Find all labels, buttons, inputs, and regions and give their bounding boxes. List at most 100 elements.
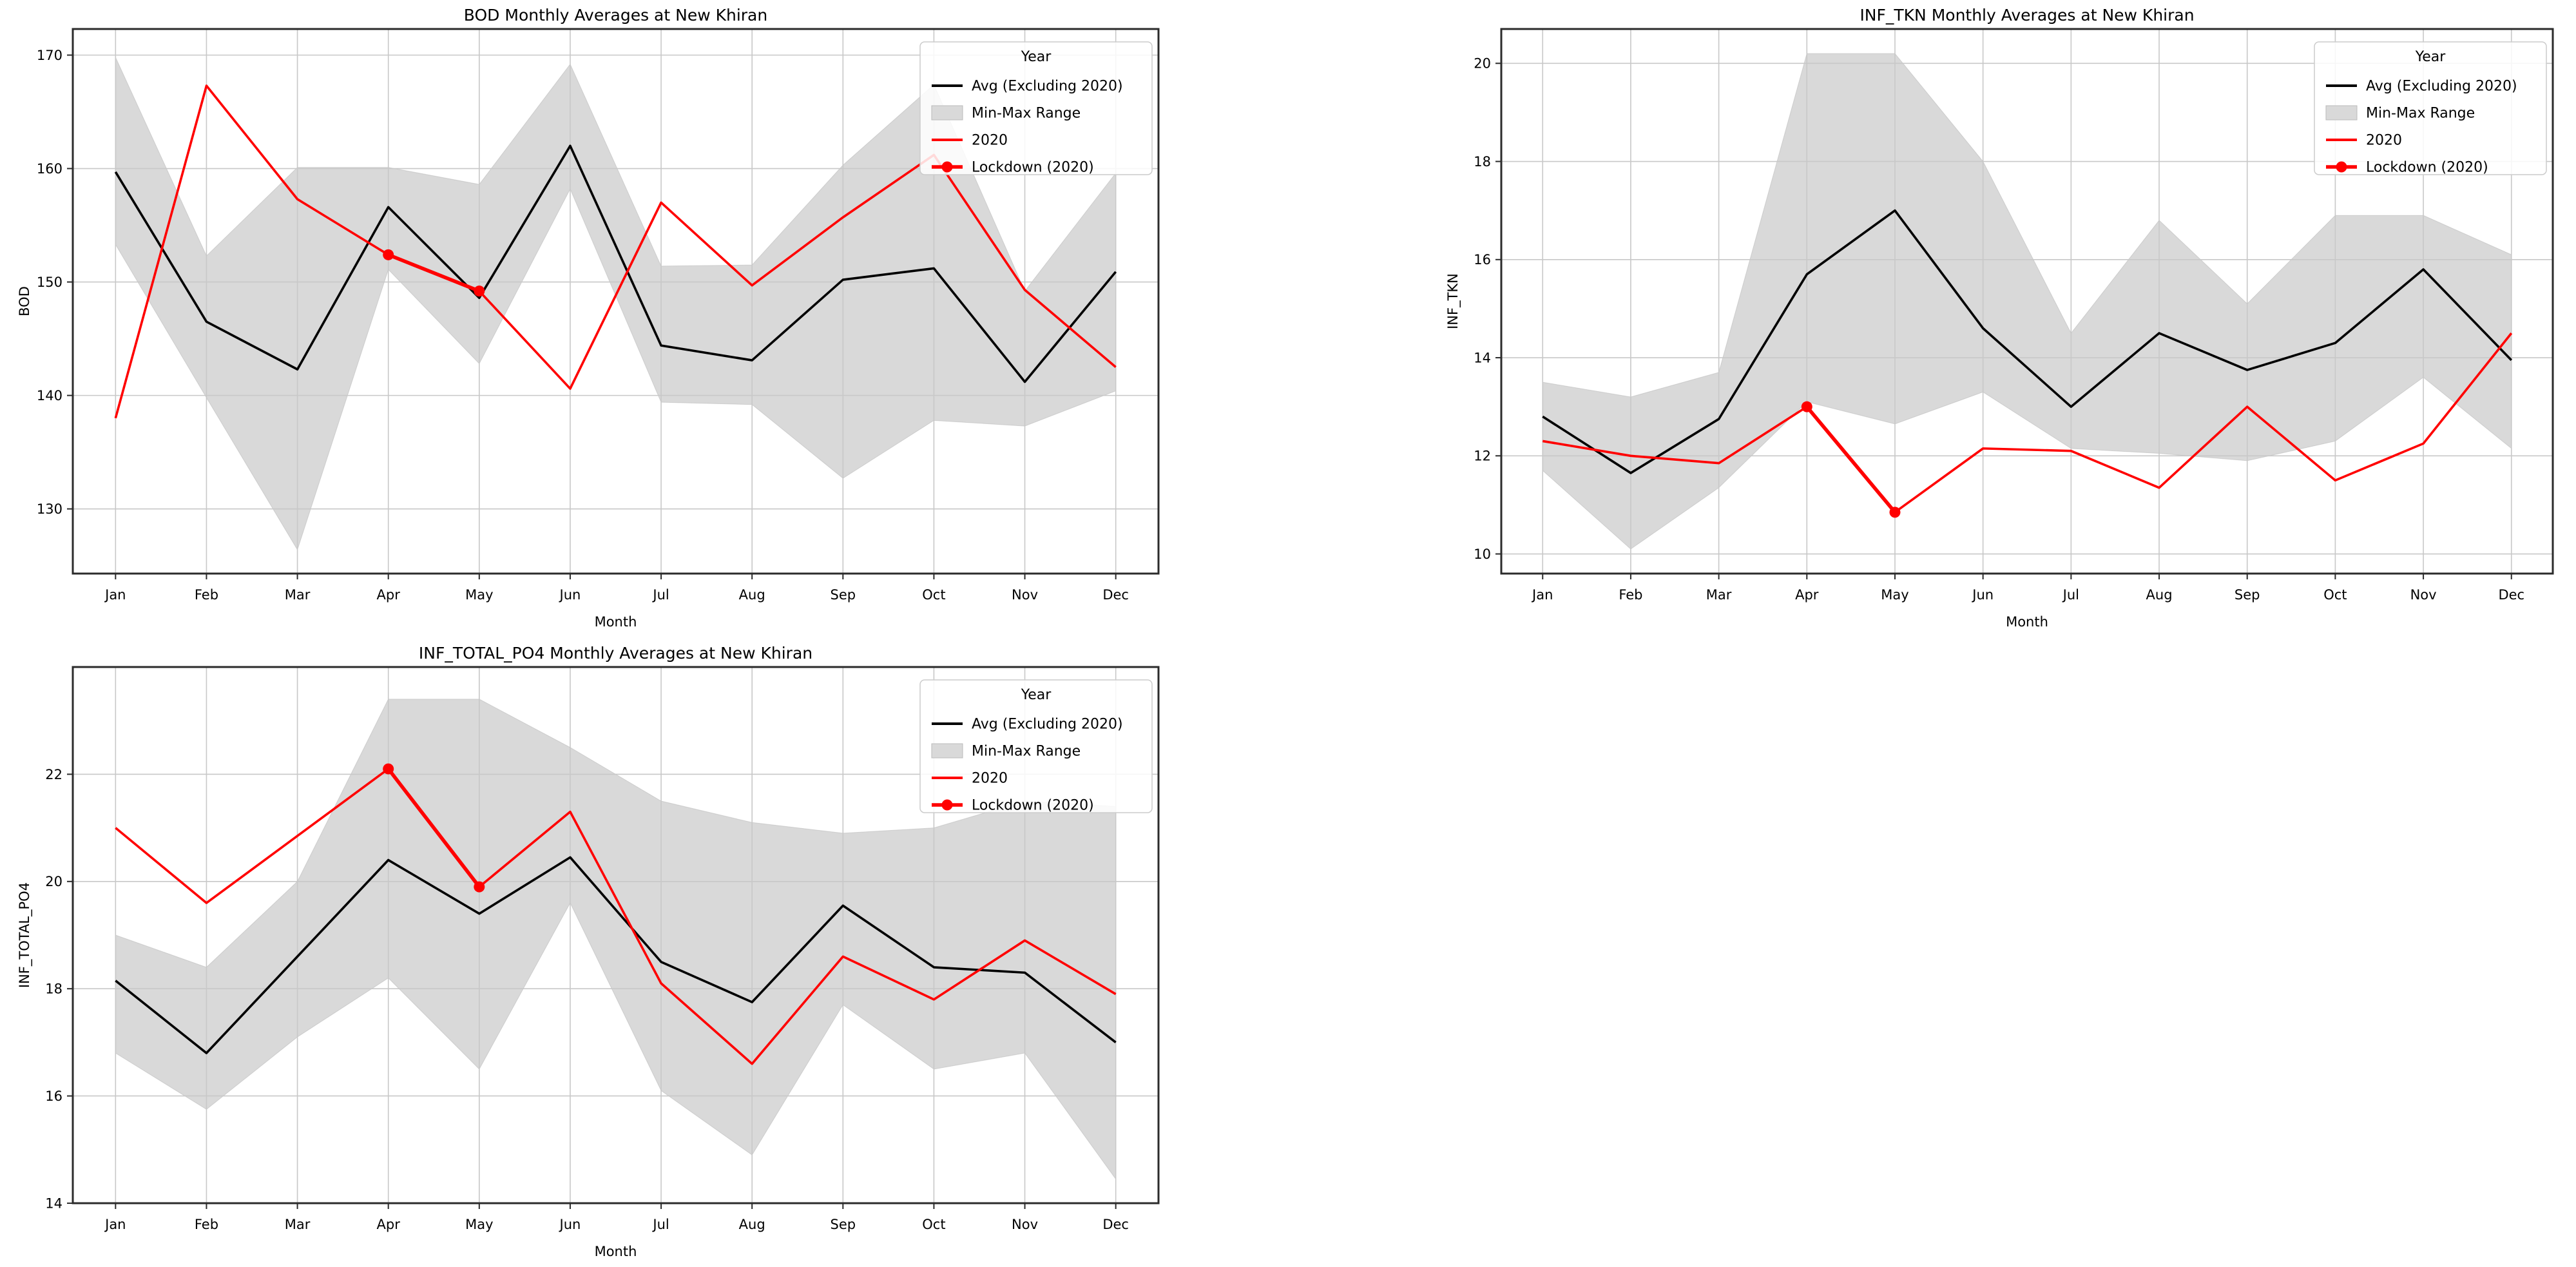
plot-border <box>1500 28 2554 575</box>
x-tick-label: Apr <box>377 1217 401 1232</box>
series-avg-line <box>115 856 1117 1054</box>
y-tick-label: 16 <box>1474 252 1491 267</box>
legend-entry-label: Avg (Excluding 2020) <box>972 717 1123 733</box>
chart-title: INF_TOTAL_PO4 Monthly Averages at New Kh… <box>419 644 812 663</box>
y-axis-label: INF_TOTAL_PO4 <box>17 882 33 988</box>
y-tick-label: 12 <box>1474 449 1491 464</box>
y-tick-label: 14 <box>1474 350 1491 365</box>
y-tick-label: 22 <box>45 767 62 782</box>
legend-entry-label: 2020 <box>2366 133 2402 149</box>
lockdown-marker <box>383 249 394 260</box>
series-lockdown-line <box>386 767 481 889</box>
legend-title: Year <box>2415 49 2446 65</box>
lockdown-marker <box>474 881 485 893</box>
x-tick-label: Apr <box>377 587 401 603</box>
x-tick-label: Feb <box>1619 587 1642 603</box>
series-lockdown-line <box>386 253 481 293</box>
x-tick-label: Jan <box>104 587 126 603</box>
legend-entry-label: 2020 <box>972 133 1008 149</box>
x-tick-label: Mar <box>1706 587 1732 603</box>
y-tick-label: 10 <box>1474 546 1491 562</box>
series-2020-line <box>115 768 1117 1065</box>
x-tick-label: Dec <box>2498 587 2524 603</box>
legend-box <box>919 679 1153 813</box>
x-tick-label: Jun <box>559 1217 581 1232</box>
x-tick-label: Jun <box>559 587 581 603</box>
x-tick-label: Jan <box>104 1217 126 1232</box>
y-tick-label: 18 <box>1474 154 1491 169</box>
x-tick-label: Jul <box>2062 587 2079 603</box>
chart-title: INF_TKN Monthly Averages at New Khiran <box>1860 6 2194 24</box>
legend-entry-label: Lockdown (2020) <box>972 160 1094 176</box>
series-2020-line <box>114 84 1117 419</box>
x-tick-label: May <box>1881 587 1908 603</box>
x-tick-label: May <box>465 1217 493 1232</box>
chart-inf-total-po4: Jan Feb Mar Apr May Jun Jul Aug Sep Oct Nov Dec 14 16… <box>17 644 1160 1259</box>
chart-inf-tkn: Jan Feb Mar Apr May Jun Jul Aug Sep Oct Nov Dec 10 12… <box>1445 6 2554 630</box>
legend-box <box>2314 41 2547 175</box>
x-axis-label: Month <box>595 614 637 630</box>
x-tick-label: Jun <box>1971 587 1994 603</box>
legend: Year Avg (Excluding 2020) Min-Max Range 202… <box>2314 41 2547 176</box>
lockdown-marker <box>474 285 485 297</box>
x-tick-label: Dec <box>1102 1217 1129 1232</box>
y-tick-label: 140 <box>37 388 62 403</box>
x-tick-label: Aug <box>739 1217 765 1232</box>
legend: Year Avg (Excluding 2020) Min-Max Range 202… <box>919 679 1153 814</box>
x-tick-label: Feb <box>195 587 218 603</box>
series-lockdown-line <box>1805 405 1897 514</box>
x-tick-label: Sep <box>2235 587 2260 603</box>
y-tick-label: 16 <box>45 1088 62 1104</box>
legend: Year Avg (Excluding 2020) Min-Max Range 202… <box>919 41 1153 176</box>
lockdown-marker <box>383 763 394 775</box>
x-tick-label: Oct <box>922 1217 945 1232</box>
legend-entry-label: Avg (Excluding 2020) <box>972 79 1123 95</box>
y-axis-label: INF_TKN <box>1445 273 1461 329</box>
x-tick-label: Sep <box>831 1217 856 1232</box>
legend-box <box>919 41 1153 175</box>
y-tick-label: 160 <box>37 161 62 177</box>
y-tick-label: 150 <box>37 275 62 290</box>
lockdown-marker <box>1801 401 1812 412</box>
legend-entry-label: Avg (Excluding 2020) <box>2366 79 2517 95</box>
lockdown-marker <box>1889 507 1901 518</box>
legend-entry-label: Lockdown (2020) <box>972 798 1094 814</box>
x-tick-label: May <box>465 587 493 603</box>
x-tick-label: Apr <box>1795 587 1819 603</box>
legend-patch-swatch <box>931 743 963 759</box>
chart-title: BOD Monthly Averages at New Khiran <box>464 6 767 24</box>
x-tick-label: Nov <box>1012 1217 1038 1232</box>
y-tick-label: 170 <box>37 48 62 63</box>
x-tick-label: Nov <box>2410 587 2437 603</box>
legend-entry-label: Min-Max Range <box>972 106 1081 122</box>
plot-border <box>72 666 1160 1204</box>
x-tick-label: Sep <box>831 587 856 603</box>
legend-marker-swatch <box>941 161 953 173</box>
x-tick-label: Aug <box>2146 587 2173 603</box>
x-tick-label: Feb <box>195 1217 218 1232</box>
x-tick-label: Nov <box>1012 587 1038 603</box>
y-tick-label: 130 <box>37 501 62 517</box>
plot-border <box>72 28 1160 575</box>
y-tick-label: 18 <box>45 982 62 997</box>
series-avg-line <box>114 144 1117 383</box>
legend-patch-swatch <box>2325 105 2358 121</box>
x-tick-label: Jul <box>651 587 669 603</box>
x-tick-label: Oct <box>922 587 945 603</box>
series-2020-line <box>1542 332 2513 514</box>
legend-entry-label: Lockdown (2020) <box>2366 160 2488 176</box>
y-tick-label: 20 <box>45 874 62 889</box>
legend-entry-label: Min-Max Range <box>972 744 1081 760</box>
legend-marker-swatch <box>2336 161 2347 173</box>
x-tick-label: Dec <box>1102 587 1129 603</box>
x-tick-label: Jul <box>651 1217 669 1232</box>
series-avg-line <box>1542 209 2513 474</box>
x-tick-label: Oct <box>2323 587 2347 603</box>
y-axis-label: BOD <box>17 286 32 316</box>
legend-entry-label: Min-Max Range <box>2366 106 2475 122</box>
legend-title: Year <box>1021 687 1052 703</box>
y-tick-label: 20 <box>1474 56 1491 72</box>
legend-patch-swatch <box>931 105 963 121</box>
chart-bod: Jan Feb Mar Apr May Jun Jul Aug Sep Oct Nov Dec 130 1… <box>17 6 1160 630</box>
